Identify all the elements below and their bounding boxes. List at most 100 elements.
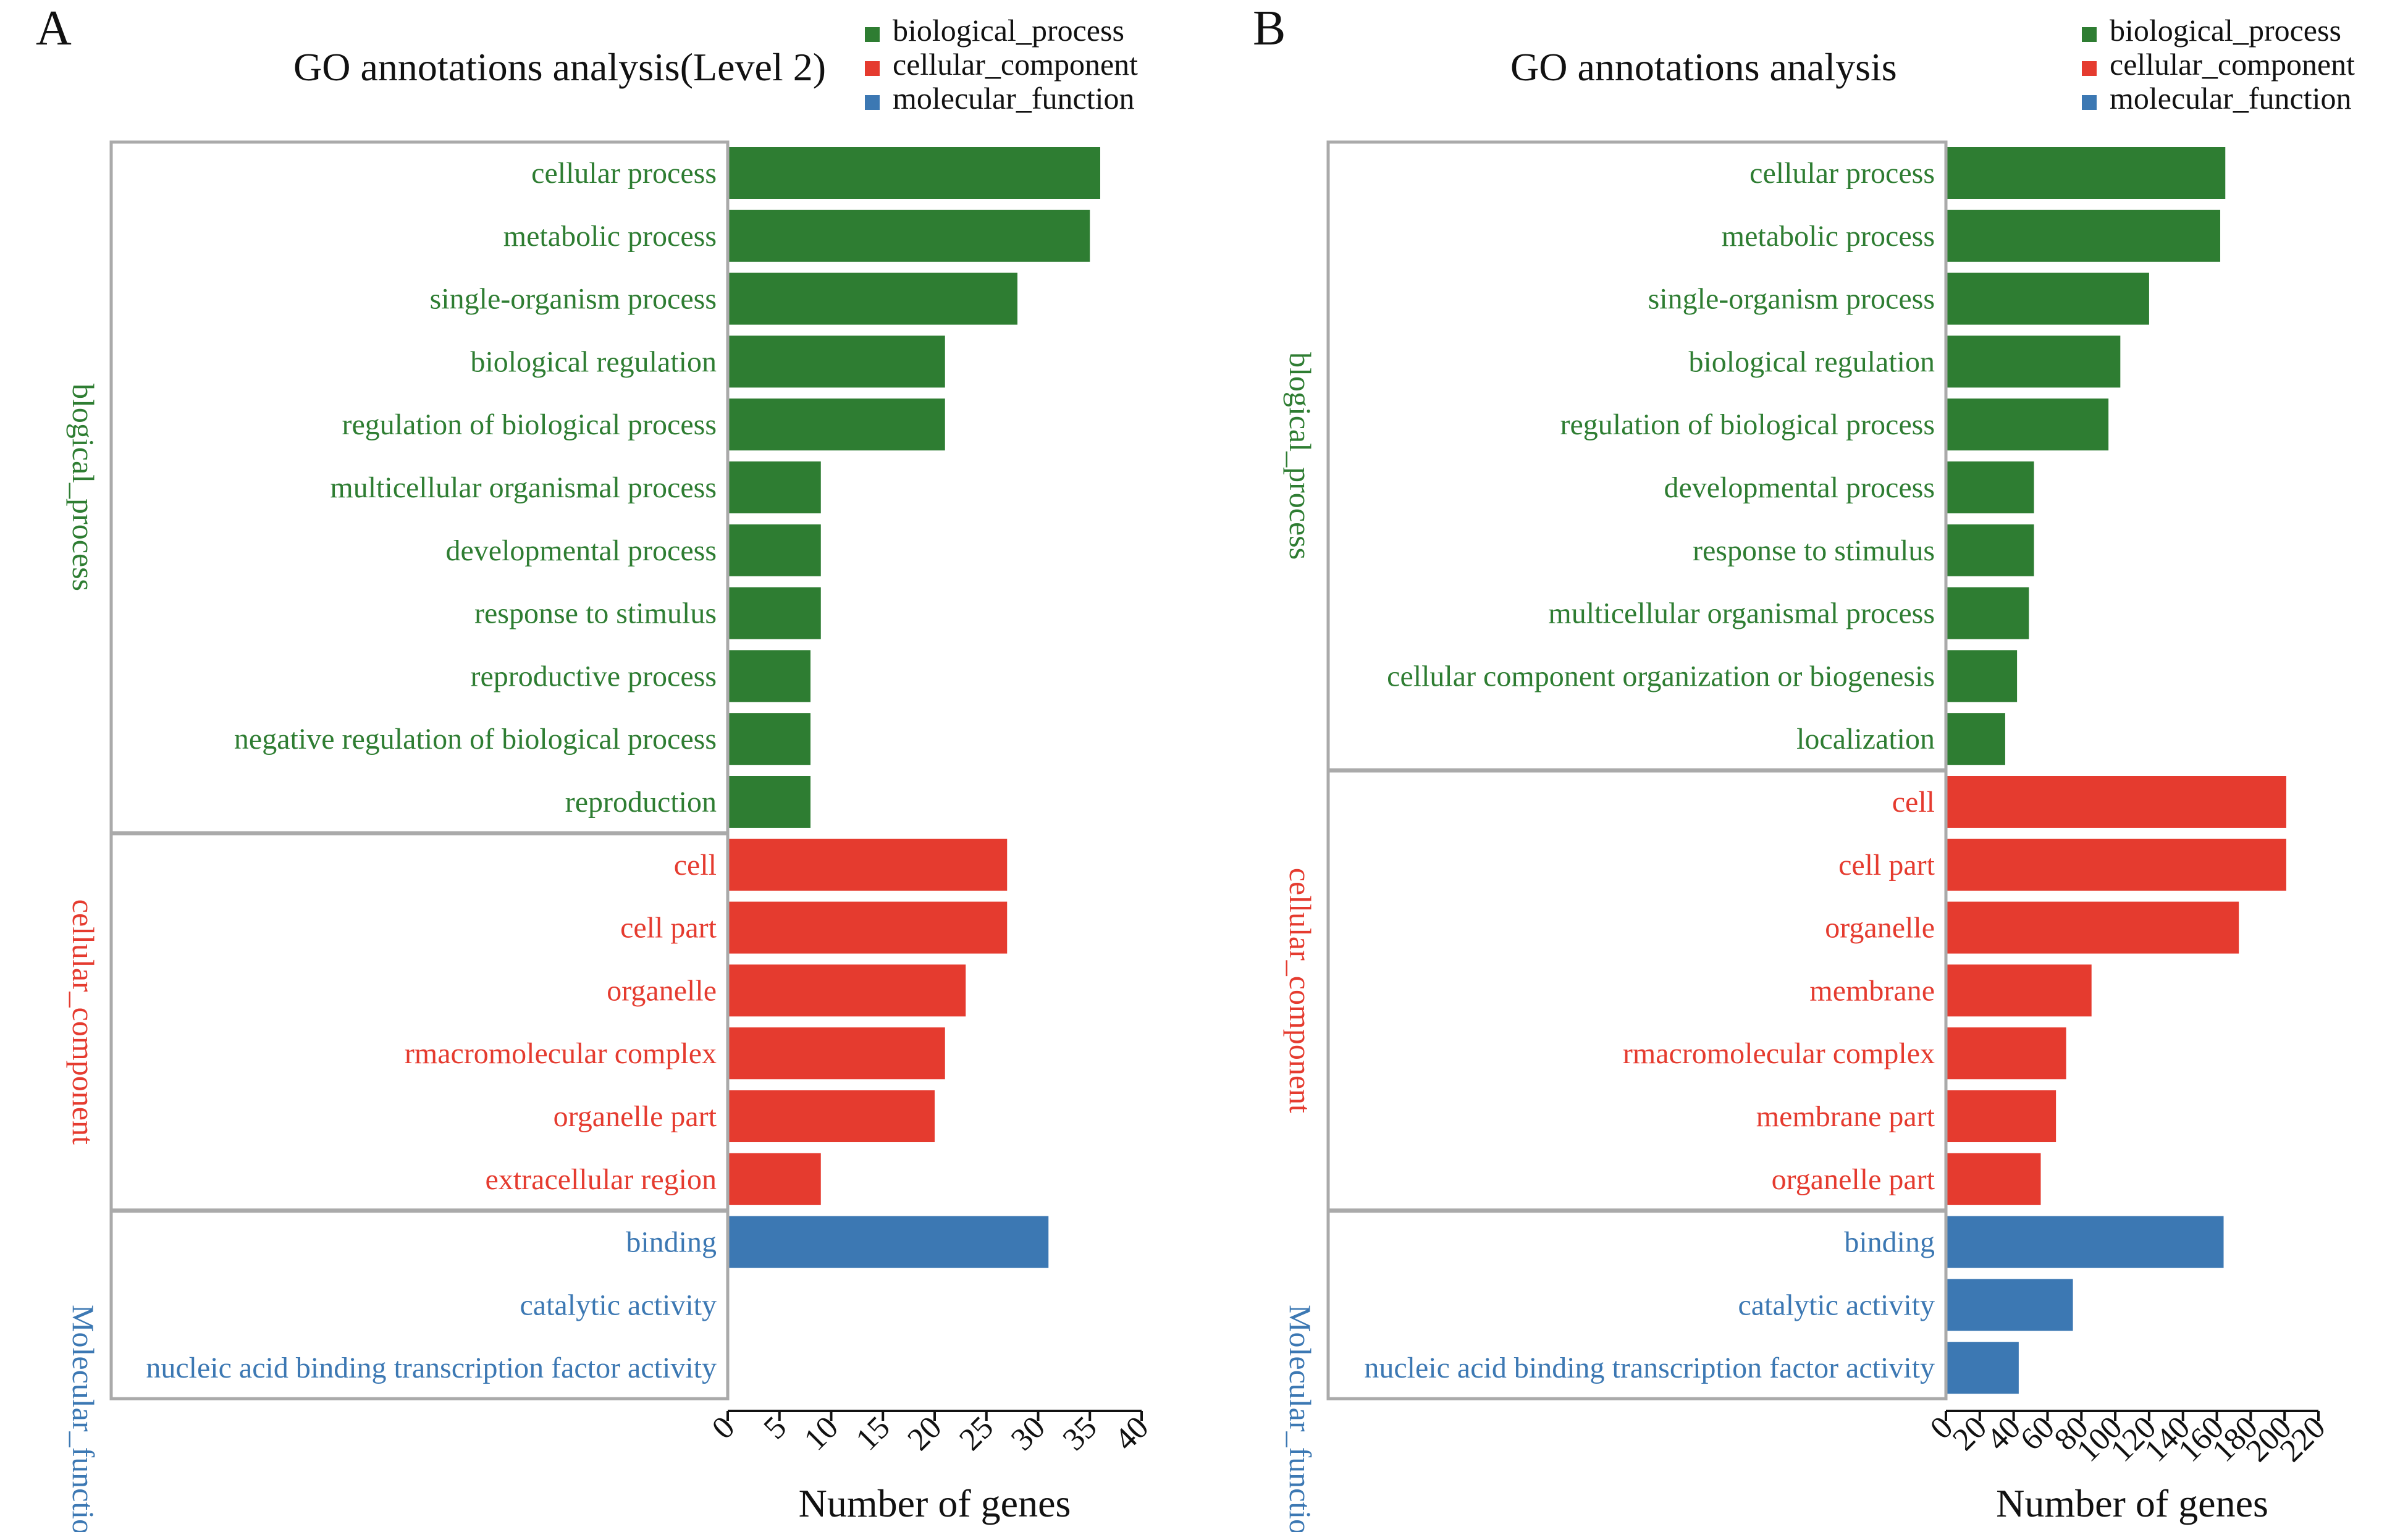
group-frame (1326, 1210, 1948, 1400)
category-label: membrane part (1756, 1100, 1935, 1133)
bar-cellular_component (1946, 838, 2286, 891)
group-label: Molecular_function (66, 1305, 101, 1532)
group-label: blogical_process (1283, 352, 1318, 560)
category-label: binding (626, 1226, 717, 1259)
category-label: metabolic process (1722, 220, 1935, 253)
legend-label: molecular_function (2110, 81, 2352, 116)
category-label: organelle (1825, 912, 1935, 945)
category-label: single-organism process (1648, 283, 1935, 316)
legend-label: molecular_function (893, 81, 1135, 116)
legend: biological_processcellular_componentmole… (2082, 13, 2355, 116)
group-frame (109, 1210, 730, 1400)
chart-title: GO annotations analysis(Level 2) (293, 45, 826, 89)
category-label: organelle part (554, 1100, 717, 1133)
category-label: cell part (620, 912, 717, 945)
chart-title: GO annotations analysis (1510, 45, 1897, 89)
bar-cellular_component (1946, 1153, 2041, 1205)
category-label: cell (674, 849, 717, 882)
category-label: nucleic acid binding transcription facto… (146, 1352, 717, 1384)
category-label: rmacromolecular complex (405, 1037, 717, 1070)
category-label: biological regulation (1688, 345, 1935, 378)
category-label: cellular component organization or bioge… (1387, 660, 1935, 692)
category-label: extracellular region (486, 1163, 717, 1196)
bar-blogical_process (728, 461, 821, 513)
legend-swatch (2082, 27, 2097, 42)
category-label: regulation of biological process (342, 408, 717, 441)
category-label: organelle part (1772, 1163, 1935, 1196)
bar-blogical_process (1946, 209, 2221, 262)
bar-blogical_process (1946, 147, 2226, 199)
bar-blogical_process (728, 398, 945, 451)
group-frame (109, 832, 730, 1212)
bar-cellular_component (728, 1090, 935, 1142)
x-tick-label: 20 (901, 1410, 948, 1457)
bar-molecular_function (1946, 1279, 2073, 1331)
bar-blogical_process (1946, 398, 2109, 451)
legend-label: cellular_component (893, 47, 1138, 82)
category-label: response to stimulus (1693, 534, 1935, 567)
legend-swatch (2082, 61, 2097, 76)
legend-swatch (865, 95, 880, 110)
legend-label: cellular_component (2110, 47, 2355, 82)
category-label: response to stimulus (474, 597, 717, 630)
category-label: cell (1892, 786, 1935, 819)
bar-blogical_process (1946, 713, 2005, 765)
bar-cellular_component (728, 964, 966, 1017)
category-label: metabolic process (503, 220, 717, 253)
bar-molecular_function (1946, 1216, 2224, 1268)
x-tick-label: 0 (705, 1410, 742, 1446)
bar-blogical_process (728, 147, 1100, 199)
category-label: cell part (1838, 849, 1935, 882)
category-label: cellular process (531, 157, 717, 190)
category-label: binding (1844, 1226, 1935, 1259)
x-tick-label: 40 (1108, 1410, 1155, 1457)
legend: biological_processcellular_componentmole… (865, 13, 1138, 116)
category-label: reproductive process (470, 660, 717, 692)
category-label: catalytic activity (520, 1289, 717, 1321)
bar-blogical_process (1946, 587, 2029, 639)
bar-blogical_process (728, 776, 810, 828)
category-label: developmental process (1664, 471, 1935, 504)
bar-cellular_component (728, 1153, 821, 1205)
group-label: Molecular_function (1283, 1305, 1318, 1532)
x-tick-label: 25 (953, 1410, 1000, 1457)
bar-blogical_process (728, 335, 945, 388)
bar-cellular_component (1946, 901, 2239, 954)
category-label: reproduction (565, 786, 717, 819)
bar-blogical_process (1946, 335, 2121, 388)
x-axis-title: Number of genes (799, 1481, 1071, 1525)
category-label: rmacromolecular complex (1623, 1037, 1935, 1070)
bar-cellular_component (728, 838, 1008, 891)
x-tick-label: 10 (798, 1410, 845, 1457)
category-label: catalytic activity (1738, 1289, 1935, 1321)
category-label: nucleic acid binding transcription facto… (1364, 1352, 1935, 1384)
bar-molecular_function (1946, 1342, 2019, 1394)
category-label: localization (1796, 723, 1935, 755)
bar-cellular_component (1946, 964, 2092, 1017)
bar-blogical_process (728, 650, 810, 702)
legend-label: biological_process (2110, 13, 2341, 48)
category-label: multicellular organismal process (1548, 597, 1935, 630)
category-label: multicellular organismal process (330, 471, 717, 504)
bar-molecular_function (728, 1216, 1049, 1268)
panel-letter: A (36, 1, 72, 56)
x-tick-label: 35 (1056, 1410, 1104, 1457)
bar-blogical_process (1946, 461, 2034, 513)
category-label: biological regulation (470, 345, 717, 378)
bar-cellular_component (1946, 776, 2286, 828)
x-tick-label: 15 (849, 1410, 897, 1457)
bar-blogical_process (728, 713, 810, 765)
bar-blogical_process (728, 587, 821, 639)
group-label: cellular_component (66, 899, 101, 1145)
bar-blogical_process (1946, 272, 2149, 325)
legend-swatch (2082, 95, 2097, 110)
category-label: organelle (607, 974, 717, 1007)
category-label: regulation of biological process (1560, 408, 1935, 441)
category-label: single-organism process (430, 283, 717, 316)
bar-blogical_process (728, 272, 1017, 325)
bar-cellular_component (1946, 1027, 2066, 1080)
panel-a: A GO annotations analysis(Level 2) biologi… (36, 1, 1155, 1532)
x-tick-label: 5 (757, 1410, 794, 1446)
panel-letter: B (1253, 1, 1286, 56)
